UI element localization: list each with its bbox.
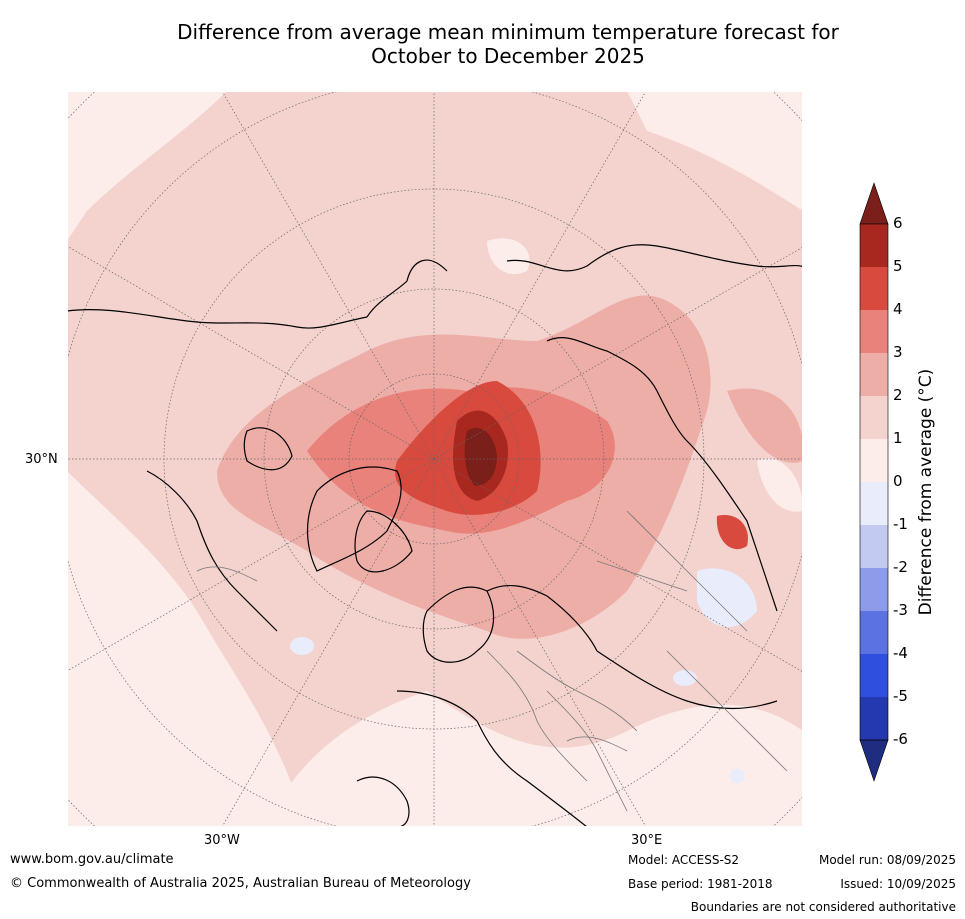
colorbar-extend-low <box>859 739 889 782</box>
colorbar-segment <box>860 611 888 654</box>
anomaly-0-to-1-regions <box>67 91 803 827</box>
anomaly-above-6-regions <box>464 427 497 486</box>
colorbar-segment <box>860 654 888 697</box>
colorbar-tick-label: -5 <box>893 687 908 705</box>
chart-title: Difference from average mean minimum tem… <box>0 20 965 68</box>
website-link[interactable]: www.bom.gov.au/climate <box>10 852 174 867</box>
colorbar-segment <box>860 525 888 568</box>
model-run-text: Model run: 08/09/2025 <box>818 853 956 867</box>
colorbar-tick-label: -4 <box>893 644 908 662</box>
coastlines <box>67 244 803 827</box>
colorbar-tick-label: 2 <box>893 386 903 404</box>
anomaly-negative-regions <box>290 568 757 783</box>
colorbar-tick-label: -1 <box>893 515 908 533</box>
colorbar-tick-label: 3 <box>893 343 903 361</box>
country-borders <box>196 510 788 812</box>
colorbar-segment <box>860 568 888 611</box>
colorbar-tick-label: 6 <box>893 214 903 232</box>
colorbar-tick-label: 0 <box>893 472 903 490</box>
longitude-label-30w: 30°W <box>204 833 240 848</box>
latitude-label-30n: 30°N <box>25 452 58 467</box>
colorbar-segment <box>860 353 888 396</box>
model-text: Model: ACCESS-S2 <box>628 853 740 867</box>
copyright-text: © Commonwealth of Australia 2025, Austra… <box>10 876 471 891</box>
colorbar-extend-high <box>859 182 889 225</box>
colorbar-tick-label: 1 <box>893 429 903 447</box>
title-line-2: October to December 2025 <box>371 44 645 68</box>
colorbar-frame <box>859 223 889 741</box>
colorbar-tick-label: 4 <box>893 300 903 318</box>
graticule <box>67 91 803 827</box>
colorbar-segment <box>860 439 888 482</box>
colorbar-tick-label: 5 <box>893 257 903 275</box>
colorbar-segment <box>860 310 888 353</box>
colorbar-segment <box>860 396 888 439</box>
issued-text: Issued: 10/09/2025 <box>840 877 956 891</box>
colorbar-segment <box>860 267 888 310</box>
base-period-text: Base period: 1981-2018 <box>628 877 773 891</box>
colorbar-segment <box>860 482 888 525</box>
forecast-map <box>67 91 803 827</box>
longitude-label-30e: 30°E <box>631 833 663 848</box>
disclaimer-text: Boundaries are not considered authoritat… <box>690 900 956 914</box>
colorbar-label: Difference from average (°C) <box>916 368 936 616</box>
colorbar-segment <box>860 697 888 740</box>
colorbar <box>859 182 889 782</box>
colorbar-segment <box>860 224 888 267</box>
title-line-1: Difference from average mean minimum tem… <box>177 20 839 44</box>
colorbar-tick-label: -6 <box>893 730 908 748</box>
colorbar-tick-label: -2 <box>893 558 908 576</box>
colorbar-tick-label: -3 <box>893 601 908 619</box>
